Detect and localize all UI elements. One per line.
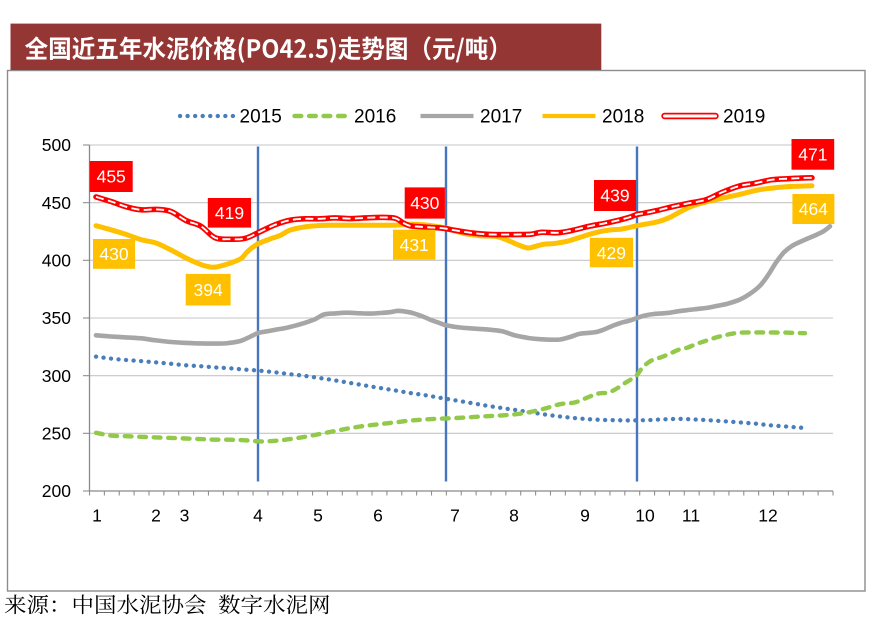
- svg-text:11: 11: [682, 506, 700, 526]
- svg-text:471: 471: [798, 145, 827, 165]
- svg-text:4: 4: [253, 506, 263, 526]
- svg-text:10: 10: [635, 506, 655, 526]
- svg-text:200: 200: [42, 481, 71, 501]
- svg-text:439: 439: [600, 186, 629, 206]
- svg-text:419: 419: [215, 203, 244, 223]
- svg-text:1: 1: [92, 506, 102, 526]
- svg-text:500: 500: [42, 135, 71, 155]
- svg-text:2015: 2015: [240, 107, 282, 128]
- svg-text:9: 9: [580, 506, 590, 526]
- svg-text:2018: 2018: [602, 107, 644, 128]
- svg-text:430: 430: [410, 193, 439, 213]
- svg-text:429: 429: [597, 243, 626, 263]
- svg-text:2: 2: [151, 506, 161, 526]
- svg-text:250: 250: [42, 424, 71, 444]
- svg-text:7: 7: [450, 506, 460, 526]
- svg-text:430: 430: [99, 244, 128, 264]
- svg-text:455: 455: [97, 167, 126, 187]
- svg-text:464: 464: [799, 199, 828, 219]
- svg-text:2019: 2019: [723, 107, 765, 128]
- svg-text:3: 3: [180, 506, 190, 526]
- svg-text:12: 12: [758, 506, 777, 526]
- svg-text:8: 8: [509, 506, 519, 526]
- svg-text:6: 6: [373, 506, 383, 526]
- svg-text:431: 431: [400, 235, 429, 255]
- svg-text:394: 394: [193, 280, 222, 300]
- svg-text:450: 450: [42, 193, 71, 213]
- svg-text:300: 300: [42, 366, 71, 386]
- svg-text:350: 350: [42, 308, 71, 328]
- svg-text:2016: 2016: [354, 107, 396, 128]
- svg-text:400: 400: [42, 251, 71, 271]
- svg-text:2017: 2017: [480, 107, 522, 128]
- svg-text:5: 5: [313, 506, 323, 526]
